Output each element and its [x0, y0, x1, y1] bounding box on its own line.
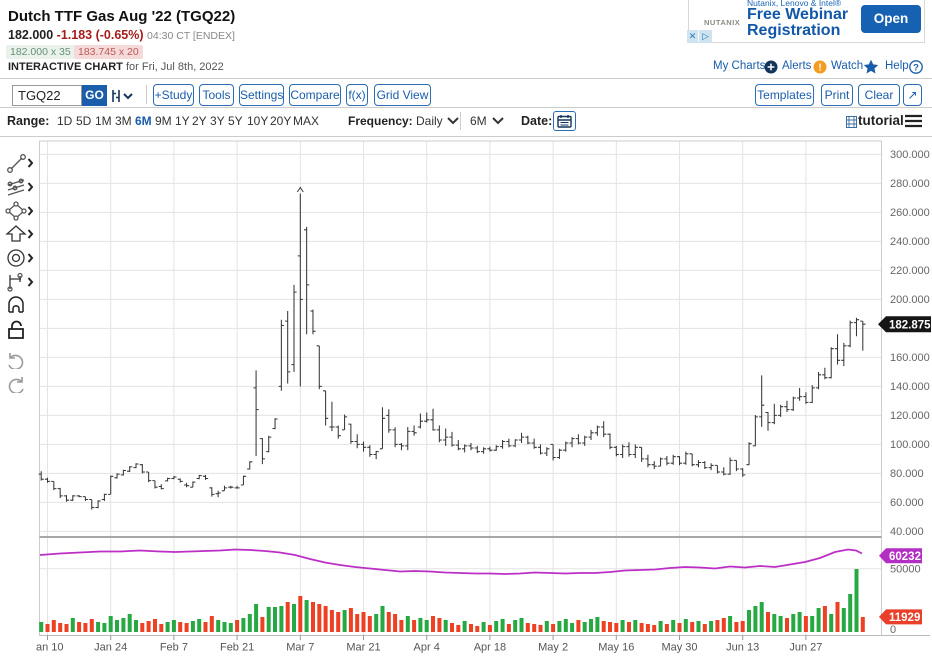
svg-text:Feb 7: Feb 7 — [160, 642, 188, 654]
svg-text:!: ! — [818, 63, 821, 74]
svg-text:220.000: 220.000 — [890, 265, 930, 277]
svg-text:?: ? — [913, 63, 919, 74]
svg-text:Mar 21: Mar 21 — [346, 642, 380, 654]
svg-text:Apr 18: Apr 18 — [474, 642, 506, 654]
svg-text:an 10: an 10 — [36, 642, 64, 654]
svg-text:50000: 50000 — [890, 563, 921, 575]
svg-text:280.000: 280.000 — [890, 178, 930, 190]
svg-text:200.000: 200.000 — [890, 294, 930, 306]
svg-text:300.000: 300.000 — [890, 149, 930, 161]
svg-text:Mar 7: Mar 7 — [286, 642, 314, 654]
svg-text:240.000: 240.000 — [890, 236, 930, 248]
svg-text:Feb 21: Feb 21 — [220, 642, 254, 654]
svg-text:May 30: May 30 — [661, 642, 697, 654]
svg-text:60232: 60232 — [889, 551, 921, 563]
svg-text:260.000: 260.000 — [890, 207, 930, 219]
svg-text:182.875: 182.875 — [889, 319, 931, 331]
svg-text:Apr 4: Apr 4 — [414, 642, 440, 654]
svg-text:60.000: 60.000 — [890, 497, 924, 509]
svg-text:Jun 13: Jun 13 — [726, 642, 759, 654]
svg-text:11929: 11929 — [889, 612, 920, 624]
svg-text:Jan 24: Jan 24 — [94, 642, 127, 654]
svg-text:80.000: 80.000 — [890, 468, 924, 480]
svg-text:140.000: 140.000 — [890, 381, 930, 393]
svg-text:120.000: 120.000 — [890, 410, 930, 422]
svg-text:Jun 27: Jun 27 — [789, 642, 822, 654]
svg-text:160.000: 160.000 — [890, 352, 930, 364]
svg-text:May 16: May 16 — [598, 642, 634, 654]
svg-text:40.000: 40.000 — [890, 526, 924, 538]
svg-text:100.000: 100.000 — [890, 439, 930, 451]
svg-text:May 2: May 2 — [538, 642, 568, 654]
svg-text:0: 0 — [890, 624, 896, 636]
